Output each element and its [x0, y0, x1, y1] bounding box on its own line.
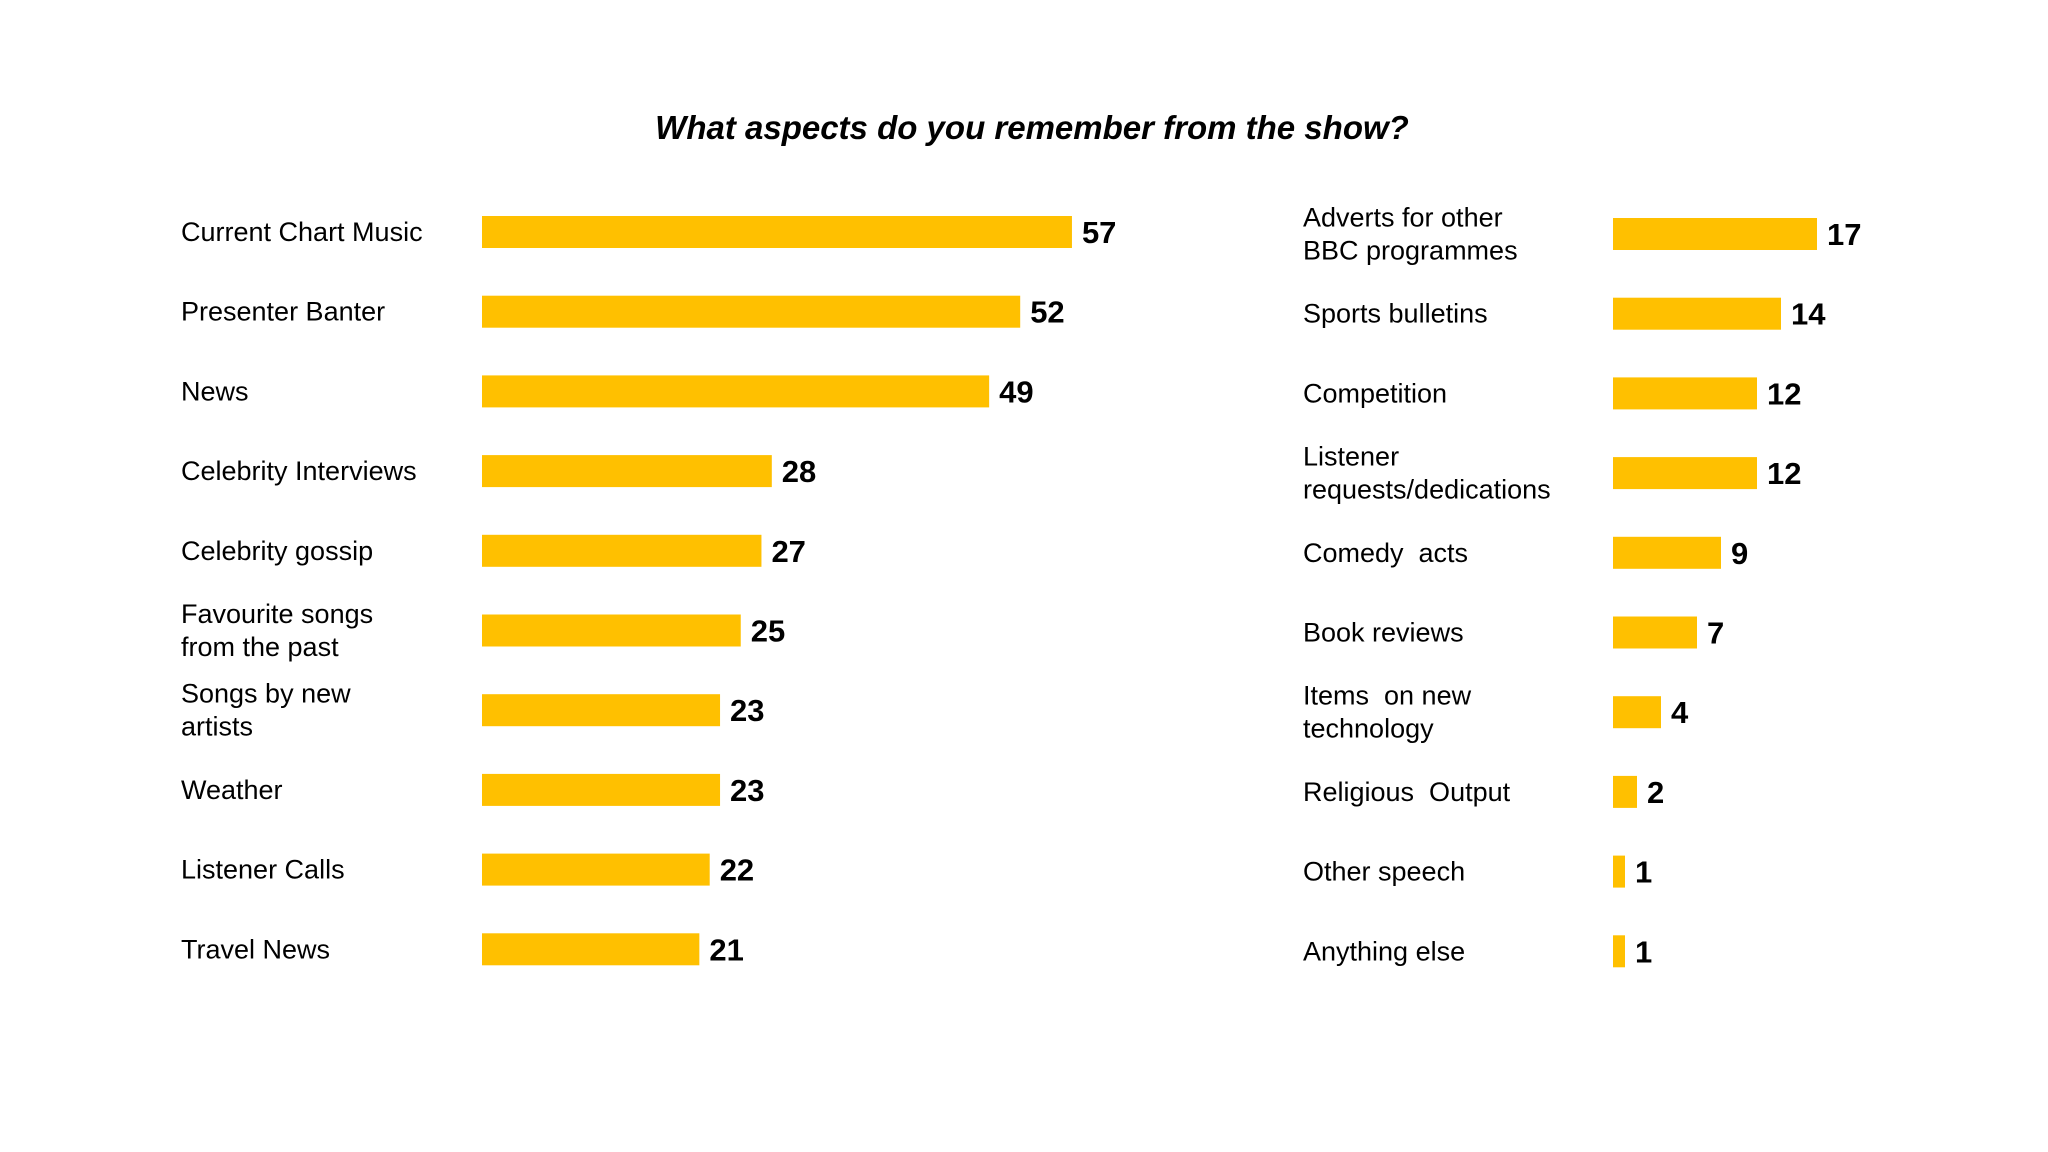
category-label: Book reviews — [1303, 618, 1464, 648]
bar — [482, 216, 1072, 248]
category-label-line: from the past — [181, 632, 339, 662]
category-label-line: Adverts for other — [1303, 203, 1503, 233]
data-label: 4 — [1671, 695, 1689, 730]
data-label: 23 — [730, 773, 764, 808]
category-label: Adverts for other BBC programmes — [1303, 203, 1518, 266]
data-label: 1 — [1635, 855, 1652, 890]
category-label: Other speech — [1303, 857, 1465, 887]
category-label: Celebrity gossip — [181, 536, 373, 566]
category-label-line: Listener Calls — [181, 855, 345, 885]
data-label: 9 — [1731, 536, 1748, 571]
category-label-line: Songs by new — [181, 679, 351, 709]
category-label: Favourite songs from the past — [181, 599, 373, 662]
category-label-line: requests/dedications — [1303, 475, 1551, 505]
bar — [482, 694, 721, 727]
chart-panel-1: Current Chart Music 57 Presenter Banter 52 N… — [181, 215, 1116, 967]
category-label: Items on new technology — [1303, 681, 1472, 744]
bar — [482, 614, 741, 647]
data-label: 17 — [1827, 217, 1861, 252]
data-label: 2 — [1647, 775, 1664, 810]
category-label-line: Book reviews — [1303, 618, 1464, 648]
bar — [1613, 775, 1637, 808]
bar — [1613, 616, 1697, 649]
bar — [482, 534, 762, 567]
category-label: Current Chart Music — [181, 217, 423, 247]
data-label: 49 — [999, 374, 1033, 409]
category-label: Songs by new artists — [181, 679, 351, 742]
category-label-line: Religious Output — [1303, 777, 1511, 807]
category-label-line: Comedy acts — [1303, 538, 1468, 568]
category-label: Weather — [181, 775, 283, 805]
bar — [1613, 935, 1625, 968]
category-label: Travel News — [181, 934, 330, 964]
category-label-line: BBC programmes — [1303, 236, 1518, 266]
category-label-line: technology — [1303, 714, 1434, 744]
category-label-line: Other speech — [1303, 857, 1465, 887]
data-label: 57 — [1082, 215, 1116, 250]
category-label-line: Favourite songs — [181, 599, 373, 629]
bar — [1613, 297, 1781, 330]
bar — [1613, 696, 1661, 729]
bar — [1613, 536, 1721, 569]
data-label: 7 — [1707, 616, 1724, 651]
category-label: Listener requests/dedications — [1303, 442, 1551, 505]
data-label: 23 — [730, 693, 764, 728]
data-label: 21 — [709, 932, 743, 967]
category-label: Religious Output — [1303, 777, 1511, 807]
bar — [1613, 218, 1817, 250]
category-label-line: Competition — [1303, 378, 1447, 408]
category-label: Comedy acts — [1303, 538, 1468, 568]
category-label-line: News — [181, 376, 249, 406]
bar — [1613, 377, 1757, 410]
category-label-line: Celebrity Interviews — [181, 456, 417, 486]
data-label: 22 — [720, 853, 754, 888]
category-label-line: Items on new — [1303, 681, 1472, 711]
bar — [1613, 457, 1757, 490]
category-label: Presenter Banter — [181, 297, 385, 327]
data-label: 27 — [771, 534, 805, 569]
category-label-line: Anything else — [1303, 936, 1465, 966]
bar — [482, 375, 990, 408]
chart-title: What aspects do you remember from the sh… — [655, 109, 1409, 146]
data-label: 12 — [1767, 376, 1801, 411]
bar — [482, 853, 710, 886]
category-label-line: Sports bulletins — [1303, 299, 1488, 329]
category-label: Sports bulletins — [1303, 299, 1488, 329]
category-label-line: Celebrity gossip — [181, 536, 373, 566]
data-label: 14 — [1791, 297, 1826, 332]
data-label: 12 — [1767, 456, 1801, 491]
category-label: Anything else — [1303, 936, 1465, 966]
data-label: 52 — [1030, 295, 1064, 330]
category-label: Celebrity Interviews — [181, 456, 417, 486]
category-label: Competition — [1303, 378, 1447, 408]
data-label: 25 — [751, 614, 785, 649]
category-label-line: Current Chart Music — [181, 217, 423, 247]
category-label-line: Weather — [181, 775, 283, 805]
bar — [482, 933, 700, 966]
category-label-line: artists — [181, 712, 253, 742]
category-label: Listener Calls — [181, 855, 345, 885]
category-label: News — [181, 376, 249, 406]
bar — [482, 773, 721, 806]
data-label: 1 — [1635, 934, 1652, 969]
category-label-line: Listener — [1303, 442, 1399, 472]
category-label-line: Travel News — [181, 934, 330, 964]
bar — [482, 295, 1021, 328]
bar — [482, 455, 772, 488]
chart-panel-2: Adverts for other BBC programmes 17Sports … — [1303, 203, 1861, 970]
bar — [1613, 855, 1625, 888]
data-label: 28 — [782, 454, 816, 489]
category-label-line: Presenter Banter — [181, 297, 385, 327]
